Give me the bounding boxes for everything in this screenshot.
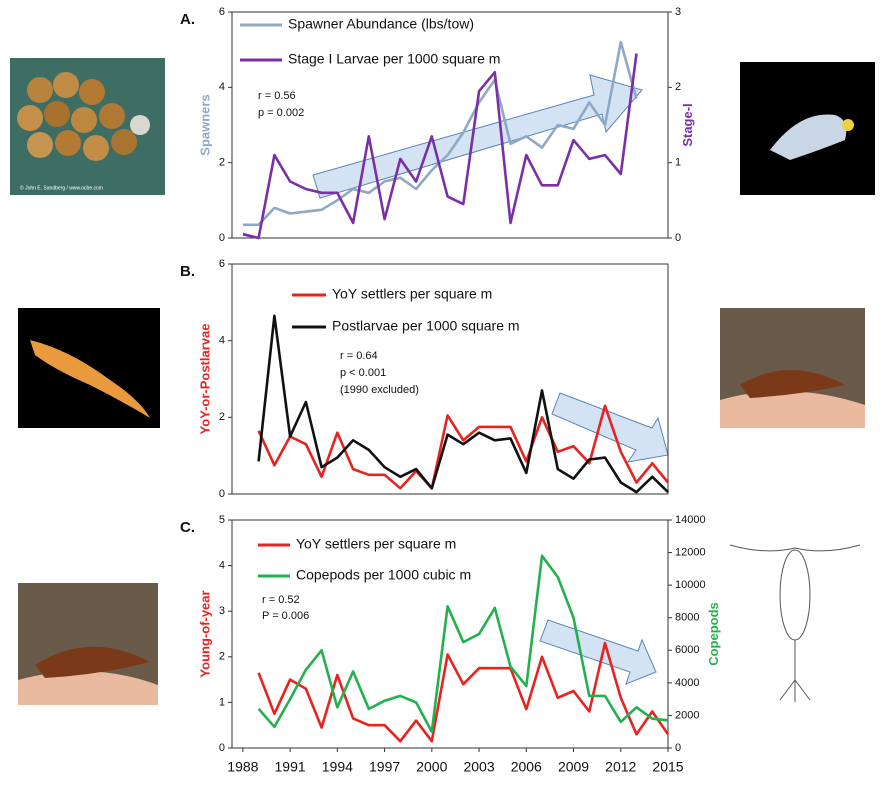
y-tick-label: 4 — [219, 560, 225, 572]
annotation: r = 0.64 — [340, 350, 378, 362]
annotation: p = 0.002 — [258, 107, 304, 119]
x-tick-label: 2006 — [511, 759, 542, 775]
legend-label: Spawner Abundance (lbs/tow) — [288, 16, 474, 32]
plot-frame — [232, 520, 668, 748]
y2-tick-label: 2 — [675, 81, 681, 93]
plot-frame — [232, 12, 668, 238]
chart: © John E. Sandberg / www.ocbe.com A. 0 2 4 6… — [0, 0, 883, 784]
x-tick-label: 2000 — [416, 759, 447, 775]
y2-tick-label: 1 — [675, 157, 681, 169]
annotation: P = 0.006 — [262, 610, 309, 622]
panel-label: C. — [180, 519, 195, 536]
photo-juvenile-c — [18, 583, 158, 705]
y-tick-label: 0 — [219, 742, 225, 754]
y-tick-label: 1 — [219, 696, 225, 708]
y-tick-label: 5 — [219, 514, 225, 526]
x-tick-label: 2009 — [558, 759, 589, 775]
legend-label: Postlarvae per 1000 square m — [332, 318, 520, 334]
y2-tick-label: 0 — [675, 742, 681, 754]
y2-tick-label: 14000 — [675, 514, 706, 526]
annotation: r = 0.56 — [258, 90, 296, 102]
annotation: p < 0.001 — [340, 367, 386, 379]
legend-label: Stage I Larvae per 1000 square m — [288, 51, 500, 67]
y2-tick-label: 8000 — [675, 612, 699, 624]
photo-eggs: © John E. Sandberg / www.ocbe.com — [10, 58, 165, 195]
legend-label: YoY settlers per square m — [296, 536, 456, 552]
y-tick-label: 3 — [219, 605, 225, 617]
y-tick-label: 2 — [219, 411, 225, 423]
y-tick-label: 0 — [219, 232, 225, 244]
y2-tick-label: 4000 — [675, 677, 699, 689]
legend-label: Copepods per 1000 cubic m — [296, 567, 471, 583]
x-tick-label: 2012 — [605, 759, 636, 775]
y-tick-label: 6 — [219, 258, 225, 270]
y2-tick-label: 0 — [675, 232, 681, 244]
y-tick-label: 0 — [219, 488, 225, 500]
y-tick-label: 2 — [219, 651, 225, 663]
x-tick-label: 1988 — [227, 759, 258, 775]
series-line — [243, 42, 637, 225]
y2-tick-label: 12000 — [675, 546, 706, 558]
photo-credit: © John E. Sandberg / www.ocbe.com — [20, 184, 103, 191]
panel-label: A. — [180, 11, 195, 28]
photo-postlarva — [18, 308, 160, 428]
y-tick-label: 6 — [219, 6, 225, 18]
x-tick-label: 1994 — [322, 759, 353, 775]
annotation: r = 0.52 — [262, 594, 300, 606]
y2-tick-label: 6000 — [675, 644, 699, 656]
y2-tick-label: 3 — [675, 6, 681, 18]
y-axis-label: Spawners — [197, 94, 212, 155]
y-tick-label: 4 — [219, 335, 225, 347]
annotation: (1990 excluded) — [340, 384, 419, 396]
copepod-drawing — [730, 545, 860, 702]
series-line — [259, 316, 668, 492]
x-tick-label: 1991 — [275, 759, 306, 775]
legend-label: YoY settlers per square m — [332, 286, 492, 302]
y-tick-label: 2 — [219, 157, 225, 169]
x-tick-label: 2003 — [463, 759, 494, 775]
y2-tick-label: 10000 — [675, 579, 706, 591]
y-axis-label: Young-of-year — [197, 590, 212, 677]
panel-label: B. — [180, 263, 195, 280]
x-tick-label: 2015 — [652, 759, 683, 775]
trend-arrow — [552, 393, 668, 462]
page: © John E. Sandberg / www.ocbe.com A. 0 2 4 6… — [0, 0, 883, 789]
photo-larva — [740, 62, 875, 195]
y-tick-label: 4 — [219, 81, 225, 93]
y2-axis-label: Stage-I — [680, 103, 695, 146]
y-axis-label: YoY-or-Postlarvae — [197, 323, 212, 434]
x-tick-label: 1997 — [369, 759, 400, 775]
y2-tick-label: 2000 — [675, 709, 699, 721]
y2-axis-label: Copepods — [706, 602, 721, 666]
photo-juvenile-b — [720, 308, 865, 428]
